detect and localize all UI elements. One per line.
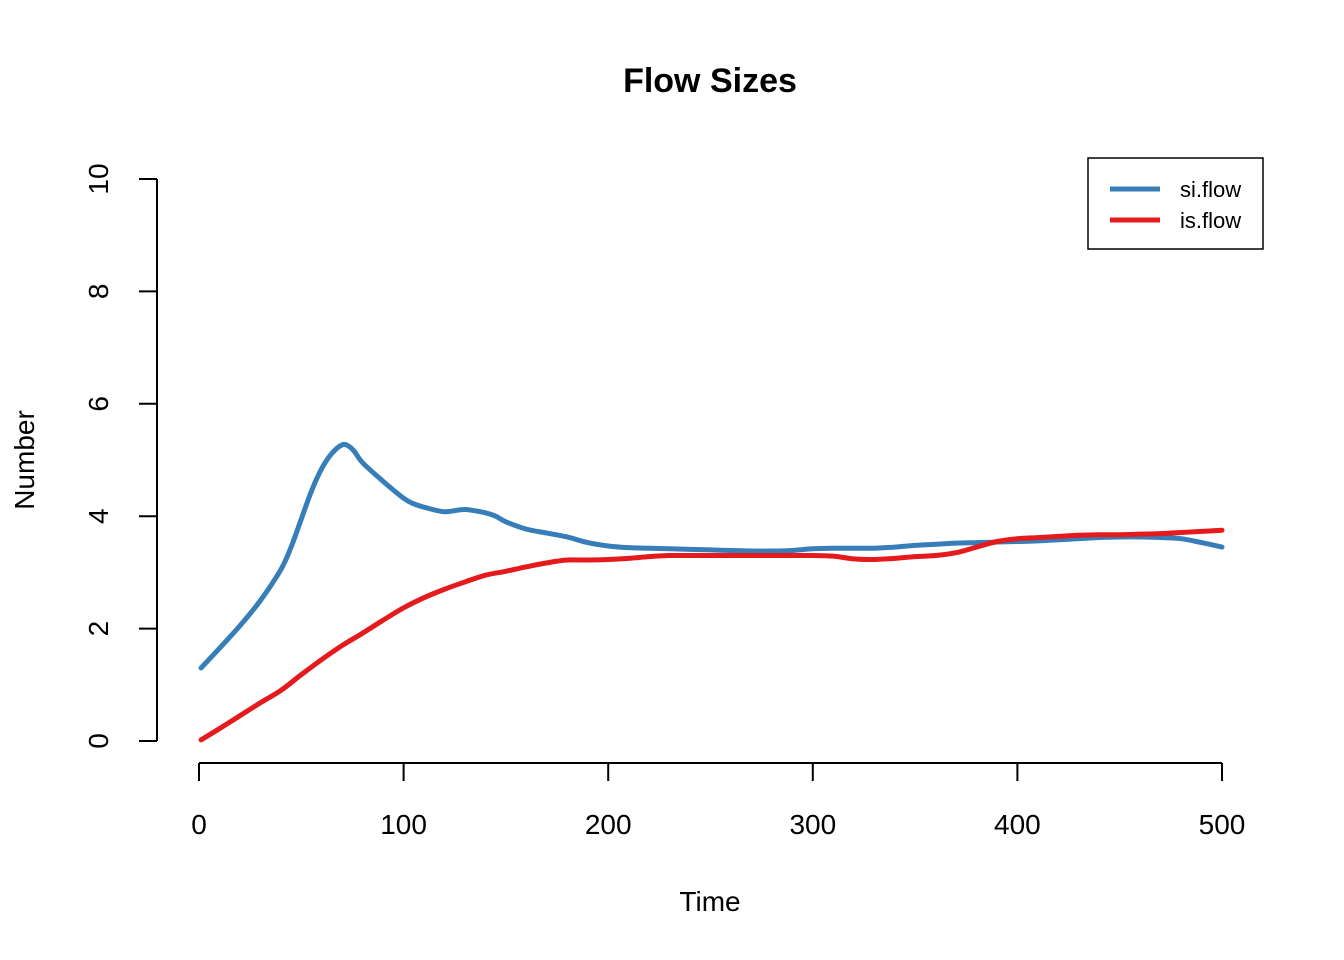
legend-label: si.flow: [1180, 177, 1241, 202]
x-axis: 0 100 200 300 400 500: [191, 762, 1246, 840]
y-tick-label: 2: [83, 621, 114, 637]
y-tick-label: 0: [83, 733, 114, 749]
y-tick-label: 4: [83, 508, 114, 524]
x-tick-label: 100: [380, 809, 427, 840]
legend: si.flow is.flow: [1087, 157, 1264, 250]
x-axis-label: Time: [679, 886, 740, 917]
plot-series: [198, 441, 1225, 743]
x-tick-label: 0: [191, 809, 207, 840]
series-line-is-flow: [198, 527, 1225, 743]
y-tick-label: 6: [83, 396, 114, 412]
legend-label: is.flow: [1180, 208, 1241, 233]
y-axis-label: Number: [9, 410, 40, 510]
y-axis: 0 2 4 6 8 10: [83, 163, 158, 749]
x-tick-label: 500: [1199, 809, 1246, 840]
chart-title: Flow Sizes: [623, 62, 797, 100]
legend-box: [1087, 157, 1264, 250]
x-tick-label: 300: [789, 809, 836, 840]
y-tick-label: 8: [83, 284, 114, 300]
y-tick-label: 10: [83, 163, 114, 194]
legend-entries: si.flow is.flow: [1110, 177, 1241, 233]
x-tick-label: 400: [994, 809, 1041, 840]
x-tick-label: 200: [585, 809, 632, 840]
series-line-si-flow: [198, 441, 1225, 671]
